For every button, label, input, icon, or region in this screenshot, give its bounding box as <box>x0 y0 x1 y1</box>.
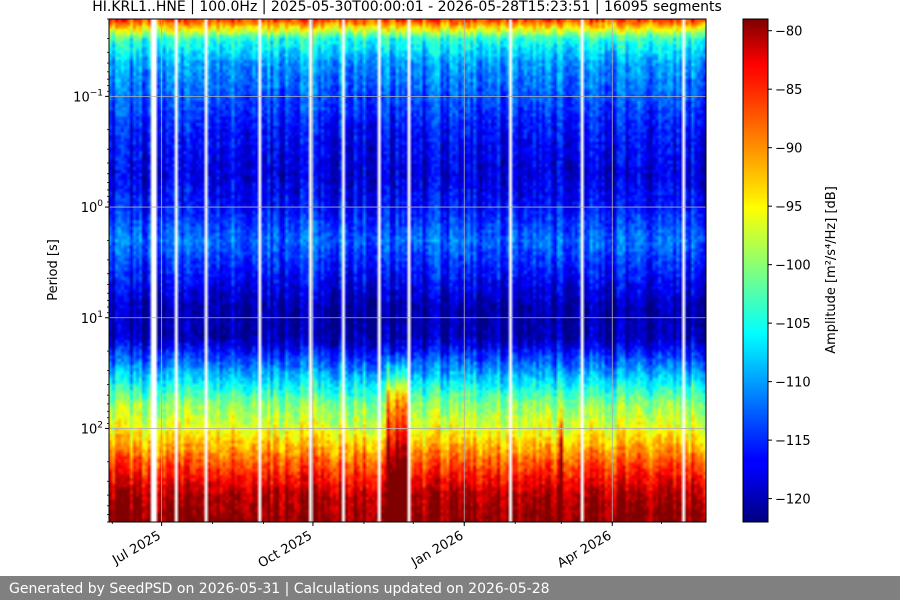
heatmap-image <box>109 19 706 522</box>
colorbar-label: Amplitude [m²/s⁴/Hz] [dB] <box>824 186 839 354</box>
footer-text: Generated by SeedPSD on 2026-05-31 | Cal… <box>9 581 550 597</box>
colorbar-tick-label: −100 <box>775 259 811 274</box>
x-tick-label: Oct 2025 <box>256 528 315 571</box>
colorbar-tick-label: −115 <box>775 434 811 449</box>
footer-bar: Generated by SeedPSD on 2026-05-31 | Cal… <box>0 576 900 600</box>
y-axis: 10−1 100 101 102 <box>73 18 109 523</box>
y-tick-label: 102 <box>81 420 103 437</box>
colorbar-tick-label: −110 <box>775 376 811 391</box>
x-tick-label: Apr 2026 <box>555 528 614 571</box>
plot-frame <box>108 18 707 523</box>
colorbar-ticks: −80 −85 −90 −95 −100 −105 −110 −115 −120 <box>768 25 811 508</box>
colorbar-tick-label: −105 <box>775 317 811 332</box>
psd-chart: HI.KRL1..HNE | 100.0Hz | 2025-05-30T00:0… <box>46 0 839 571</box>
colorbar-tick-label: −95 <box>775 200 802 215</box>
y-tick-label: 101 <box>81 310 103 327</box>
y-axis-label: Period [s] <box>46 239 61 301</box>
y-tick-label: 100 <box>81 199 104 216</box>
colorbar-tick-label: −120 <box>775 493 811 508</box>
spectrogram-heatmap <box>109 19 706 522</box>
chart-title: HI.KRL1..HNE | 100.0Hz | 2025-05-30T00:0… <box>92 0 722 15</box>
colorbar-tick-label: −90 <box>775 142 802 157</box>
colorbar-tick-label: −80 <box>775 25 802 40</box>
y-tick-label: 10−1 <box>73 88 103 105</box>
colorbar <box>742 18 769 523</box>
colorbar-tick-label: −85 <box>775 83 802 98</box>
x-tick-label: Jan 2026 <box>408 528 466 570</box>
x-axis: Jul 2025 Oct 2025 Jan 2026 Apr 2026 <box>109 522 662 571</box>
grid-lines <box>109 19 706 522</box>
x-tick-label: Jul 2025 <box>109 528 163 568</box>
